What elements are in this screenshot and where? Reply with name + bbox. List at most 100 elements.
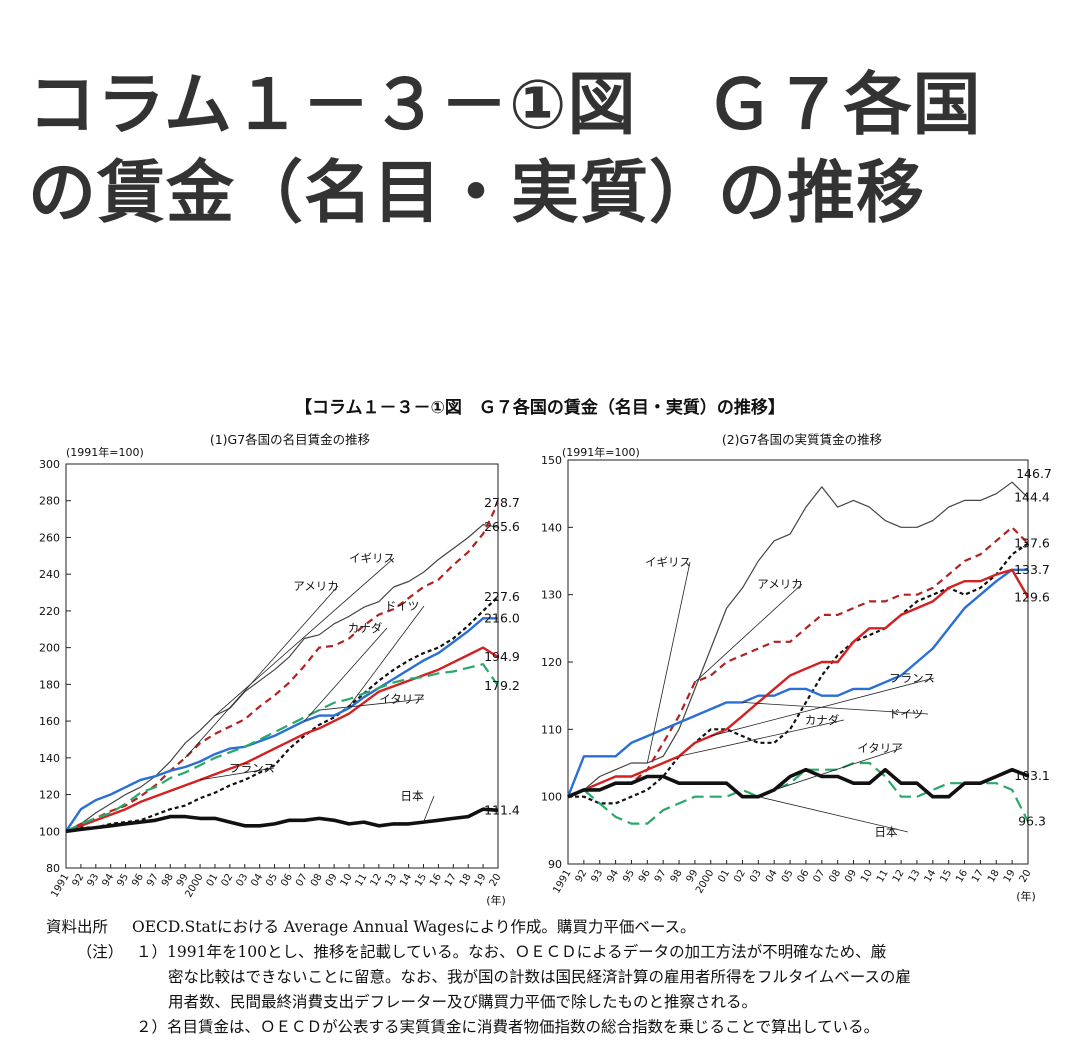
series-name-カナダ: カナダ	[348, 621, 383, 635]
series-name-フランス: フランス	[889, 671, 935, 685]
x-tick-label: 97	[653, 868, 669, 885]
x-tick-label: 11	[875, 868, 891, 885]
x-tick-label: 19	[473, 872, 489, 889]
real-wage-chart: (2)G7各国の実質賃金の推移 (1991年=100) 90 100 110 120 130…	[522, 432, 1074, 912]
y-tick-label: 100	[39, 825, 60, 838]
y-tick-label: 130	[541, 589, 562, 602]
leader-line-日本	[423, 795, 435, 823]
x-tick-label: 06	[279, 872, 295, 889]
leader-line-アメリカ	[184, 585, 339, 759]
page-headline: コラム１－３－①図 Ｇ７各国の賃金（名目・実質）の推移	[28, 66, 982, 233]
y-tick-label: 120	[39, 789, 60, 802]
series-line-フランス	[65, 646, 499, 833]
x-tick-label: 11	[354, 872, 370, 889]
chart-title: (2)G7各国の実質賃金の推移	[722, 432, 882, 447]
x-axis-unit: (年)	[1016, 889, 1036, 903]
x-tick-label: 20	[1018, 868, 1034, 885]
x-tick-label: 98	[669, 868, 685, 885]
note1-line1: １）1991年を100とし、推移を記載している。なお、ＯＥＣＤによるデータの加工…	[136, 943, 887, 961]
end-label-イタリア: 96.3	[1018, 814, 1046, 829]
series-line-日本	[65, 807, 499, 834]
note2-text: ２）名目賃金は、ＯＥＣＤが公表する実質賃金に消費者物価指数の総合指数を乗じること…	[136, 1018, 880, 1036]
note-label: （注）	[76, 943, 124, 961]
x-tick-label: 16	[954, 868, 970, 885]
y-tick-label: 110	[541, 723, 562, 736]
x-tick-label: 18	[986, 868, 1002, 885]
x-tick-label: 06	[796, 868, 812, 885]
series-line-フランス	[567, 568, 1030, 798]
series-line-アメリカ	[65, 502, 499, 833]
notes-section: 資料出所 OECD.Statにおける Average Annual Wagesによ…	[46, 915, 1056, 1040]
x-tick-label: 03	[748, 868, 764, 885]
x-tick-label: 96	[130, 872, 146, 889]
note1-line3: 用者数、民間最終消費支出デフレーター及び購買力平価で除したものと推察される。	[168, 993, 758, 1011]
x-tick-label: 13	[907, 868, 923, 885]
y-tick-label: 160	[39, 715, 60, 728]
series-name-日本: 日本	[401, 789, 424, 803]
x-tick-label: 1991	[49, 872, 71, 900]
x-tick-label: 93	[85, 872, 101, 889]
plot-frame	[65, 463, 499, 869]
series-name-イギリス: イギリス	[645, 555, 691, 569]
x-tick-label: 10	[859, 868, 875, 885]
end-label-フランス: 129.6	[1014, 589, 1050, 604]
leader-line-アメリカ	[694, 583, 803, 683]
leader-line-イタリア	[774, 747, 903, 791]
series-line-ドイツ	[65, 596, 499, 833]
end-label-イギリス: 144.4	[1014, 490, 1050, 505]
x-tick-label: 13	[383, 872, 399, 889]
x-tick-label: 95	[621, 868, 637, 885]
leader-line-日本	[758, 796, 909, 833]
series-name-アメリカ: アメリカ	[757, 577, 802, 591]
x-tick-label: 07	[294, 872, 310, 889]
x-tick-label: 18	[458, 872, 474, 889]
end-label-カナダ: 216.0	[484, 610, 520, 625]
series-name-ドイツ: ドイツ	[889, 707, 924, 721]
series-line-イギリス	[65, 523, 499, 832]
x-tick-label: 04	[249, 872, 265, 889]
series-name-イギリス: イギリス	[349, 551, 395, 565]
x-tick-label: 10	[339, 872, 355, 889]
leader-line-カナダ	[678, 719, 845, 757]
note2-row: ２）名目賃金は、ＯＥＣＤが公表する実質賃金に消費者物価指数の総合指数を乗じること…	[46, 1015, 1056, 1040]
x-tick-label: 98	[160, 872, 176, 889]
x-tick-label: 03	[234, 872, 250, 889]
note1-row: （注） １）1991年を100とし、推移を記載している。なお、ＯＥＣＤによるデータ…	[46, 940, 1056, 965]
series-name-フランス: フランス	[229, 761, 275, 775]
end-label-日本: 111.4	[484, 802, 520, 817]
end-label-イギリス: 265.6	[484, 519, 520, 534]
source-label: 資料出所	[46, 918, 109, 936]
x-tick-label: 02	[732, 868, 748, 885]
series-line-イタリア	[65, 663, 499, 833]
y-tick-label: 120	[541, 656, 562, 669]
x-tick-label: 15	[413, 872, 429, 889]
x-tick-label: 12	[369, 872, 385, 889]
x-tick-label: 20	[488, 872, 504, 889]
leader-line-ドイツ	[348, 605, 425, 707]
series-name-日本: 日本	[875, 825, 898, 839]
leader-line-イギリス	[214, 557, 395, 716]
end-label-アメリカ: 137.6	[1014, 535, 1050, 550]
source-row: 資料出所 OECD.Statにおける Average Annual Wagesによ…	[46, 915, 1056, 940]
x-tick-label: 94	[605, 868, 621, 885]
leader-line-ドイツ	[742, 702, 929, 715]
y-tick-label: 90	[548, 858, 562, 871]
unit-label: (1991年=100)	[66, 445, 144, 459]
leader-line-カナダ	[304, 627, 388, 722]
x-tick-label: 19	[1002, 868, 1018, 885]
note1-row3: 用者数、民間最終消費支出デフレーター及び購買力平価で除したものと推察される。	[46, 990, 1056, 1015]
series-line-イギリス	[567, 481, 1029, 798]
series-name-イタリア: イタリア	[857, 741, 903, 755]
x-tick-label: 96	[637, 868, 653, 885]
y-tick-label: 200	[39, 642, 60, 655]
end-label-ドイツ: 133.7	[1014, 562, 1050, 577]
series-line-カナダ	[65, 617, 498, 832]
x-tick-label: 05	[264, 872, 280, 889]
y-tick-label: 140	[541, 521, 562, 534]
y-tick-label: 260	[39, 531, 60, 544]
x-tick-label: 16	[428, 872, 444, 889]
x-tick-label: 14	[398, 872, 414, 889]
x-tick-label: 08	[827, 868, 843, 885]
y-tick-label: 240	[39, 568, 60, 581]
x-tick-label: 09	[324, 872, 340, 889]
